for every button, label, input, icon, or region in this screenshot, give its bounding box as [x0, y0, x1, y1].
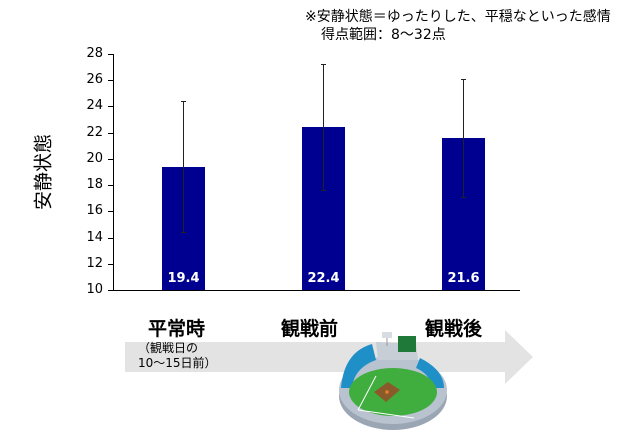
- y-tick: [108, 211, 113, 213]
- y-tick: [108, 54, 113, 55]
- baseball-stadium-icon: [339, 332, 447, 430]
- error-bar-cap: [181, 232, 186, 234]
- timeline-arrow: [125, 342, 505, 372]
- y-tick-label: 20: [86, 150, 103, 166]
- error-bar-cap: [181, 101, 186, 103]
- y-tick: [108, 132, 113, 134]
- error-bar-cap: [321, 64, 326, 66]
- error-bar: [323, 64, 324, 191]
- y-axis: [113, 54, 114, 290]
- error-bar-cap: [461, 78, 466, 80]
- y-tick-label: 24: [86, 98, 103, 114]
- chart-note: ※安静状態＝ゆったりした、平穏なといった感情 得点範囲：8〜32点: [305, 8, 611, 44]
- sublabel-line-2: 10〜15日前）: [138, 356, 217, 370]
- bar-value-label: 19.4: [167, 270, 200, 286]
- y-axis-label: 安静状態: [32, 133, 55, 211]
- category-sublabel: （観戦日の 10〜15日前）: [138, 341, 217, 371]
- y-tick: [108, 106, 113, 108]
- category-label-normal: 平常時: [148, 318, 206, 340]
- y-tick: [108, 237, 113, 239]
- y-tick-label: 26: [86, 72, 103, 88]
- y-tick: [108, 80, 113, 82]
- timeline-arrowhead: [505, 330, 533, 384]
- error-bar-cap: [461, 196, 466, 198]
- category-label-before: 観戦前: [281, 318, 339, 340]
- y-tick-label: 16: [86, 203, 103, 219]
- category-label-after: 観戦後: [425, 318, 483, 340]
- y-tick: [108, 185, 113, 187]
- error-bar: [183, 101, 184, 233]
- bar-value-label: 21.6: [447, 270, 480, 286]
- y-tick: [108, 290, 113, 291]
- y-tick: [108, 263, 113, 265]
- y-tick-label: 12: [86, 255, 103, 271]
- y-tick-label: 10: [86, 282, 103, 297]
- error-bar-cap: [321, 190, 326, 192]
- error-bar: [463, 78, 464, 197]
- x-axis: [113, 290, 520, 291]
- y-tick: [108, 158, 113, 160]
- bar-value-label: 22.4: [307, 270, 340, 286]
- sublabel-line-1: （観戦日の: [138, 341, 199, 355]
- y-tick-label: 18: [86, 177, 103, 193]
- note-line-2: 得点範囲：8〜32点: [321, 27, 446, 43]
- note-line-1: ※安静状態＝ゆったりした、平穏なといった感情: [305, 9, 611, 25]
- y-tick-label: 14: [86, 229, 103, 245]
- y-tick-label: 22: [86, 124, 103, 140]
- y-tick-label: 28: [86, 46, 103, 61]
